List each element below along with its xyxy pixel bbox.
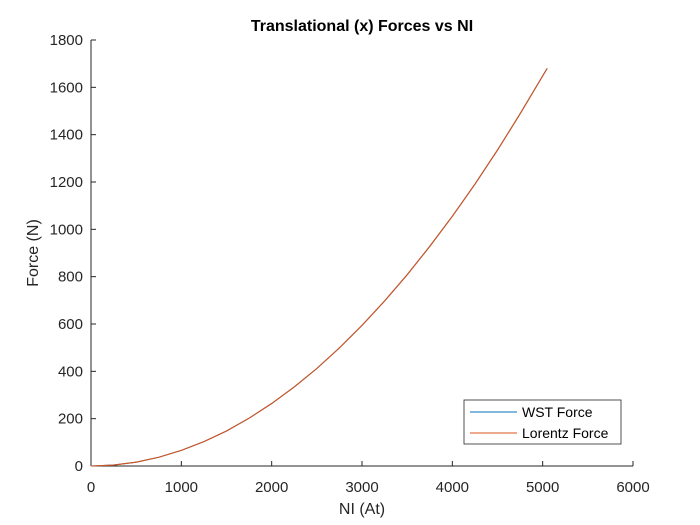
x-tick-label: 4000 <box>436 479 469 496</box>
series-lines <box>90 68 548 467</box>
x-tick-label: 3000 <box>345 479 378 496</box>
legend-label: Lorentz Force <box>522 425 609 441</box>
y-ticks: 0 200 400 600 800 1000 1200 1400 1600 1800 <box>50 32 96 475</box>
y-tick-label: 1800 <box>50 32 83 49</box>
legend: WST Force Lorentz Force <box>463 399 622 445</box>
y-tick-label: 1400 <box>50 127 83 144</box>
x-ticks: 0 1000 2000 3000 4000 5000 6000 <box>87 461 650 496</box>
y-tick-label: 1600 <box>50 79 83 96</box>
legend-box <box>463 399 622 445</box>
y-tick-label: 400 <box>58 363 83 380</box>
y-tick-label: 200 <box>58 411 83 428</box>
x-tick-label: 1000 <box>165 479 198 496</box>
y-tick-label: 1000 <box>50 221 83 238</box>
legend-label: WST Force <box>522 404 593 420</box>
x-tick-label: 0 <box>87 479 95 496</box>
x-axis-label: NI (At) <box>339 501 385 518</box>
y-tick-label: 0 <box>75 458 83 475</box>
y-tick-label: 600 <box>58 316 83 333</box>
x-tick-label: 5000 <box>526 479 559 496</box>
y-axis-label: Force (N) <box>25 219 42 287</box>
plot-area: 0 1000 2000 3000 4000 5000 6000 0 200 400 600 800 1… <box>50 32 650 496</box>
y-tick-label: 800 <box>58 269 83 286</box>
x-tick-label: 6000 <box>616 479 649 496</box>
y-tick-label: 1200 <box>50 174 83 191</box>
series-line-lorentz-force <box>90 68 548 467</box>
chart-title: Translational (x) Forces vs NI <box>251 18 473 35</box>
x-tick-label: 2000 <box>255 479 288 496</box>
